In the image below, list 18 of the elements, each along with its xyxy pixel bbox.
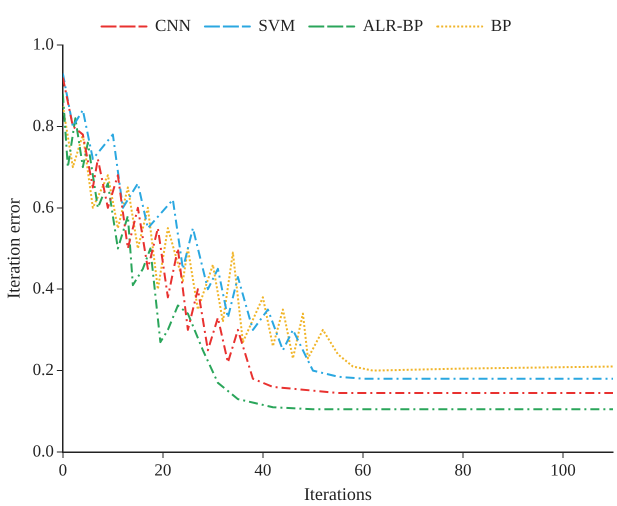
legend-label: CNN (155, 16, 191, 35)
x-tick-label: 60 (354, 460, 372, 480)
legend-label: ALR-BP (362, 16, 424, 35)
y-tick-label: 0.2 (32, 360, 54, 380)
x-tick-label: 100 (550, 460, 576, 480)
x-tick-label: 80 (454, 460, 472, 480)
x-tick-label: 0 (58, 460, 68, 480)
x-tick-label: 40 (254, 460, 272, 480)
y-axis-title: Iteration error (4, 198, 24, 299)
legend-label: BP (490, 16, 512, 35)
legend-label: SVM (258, 16, 296, 35)
x-tick-label: 20 (154, 460, 172, 480)
x-axis-title: Iterations (304, 484, 372, 504)
y-tick-label: 0.4 (32, 278, 54, 298)
y-tick-label: 0.8 (32, 116, 54, 135)
y-tick-label: 0.6 (32, 197, 54, 216)
y-tick-label: 0.0 (32, 441, 54, 460)
y-tick-label: 1.0 (32, 34, 54, 54)
